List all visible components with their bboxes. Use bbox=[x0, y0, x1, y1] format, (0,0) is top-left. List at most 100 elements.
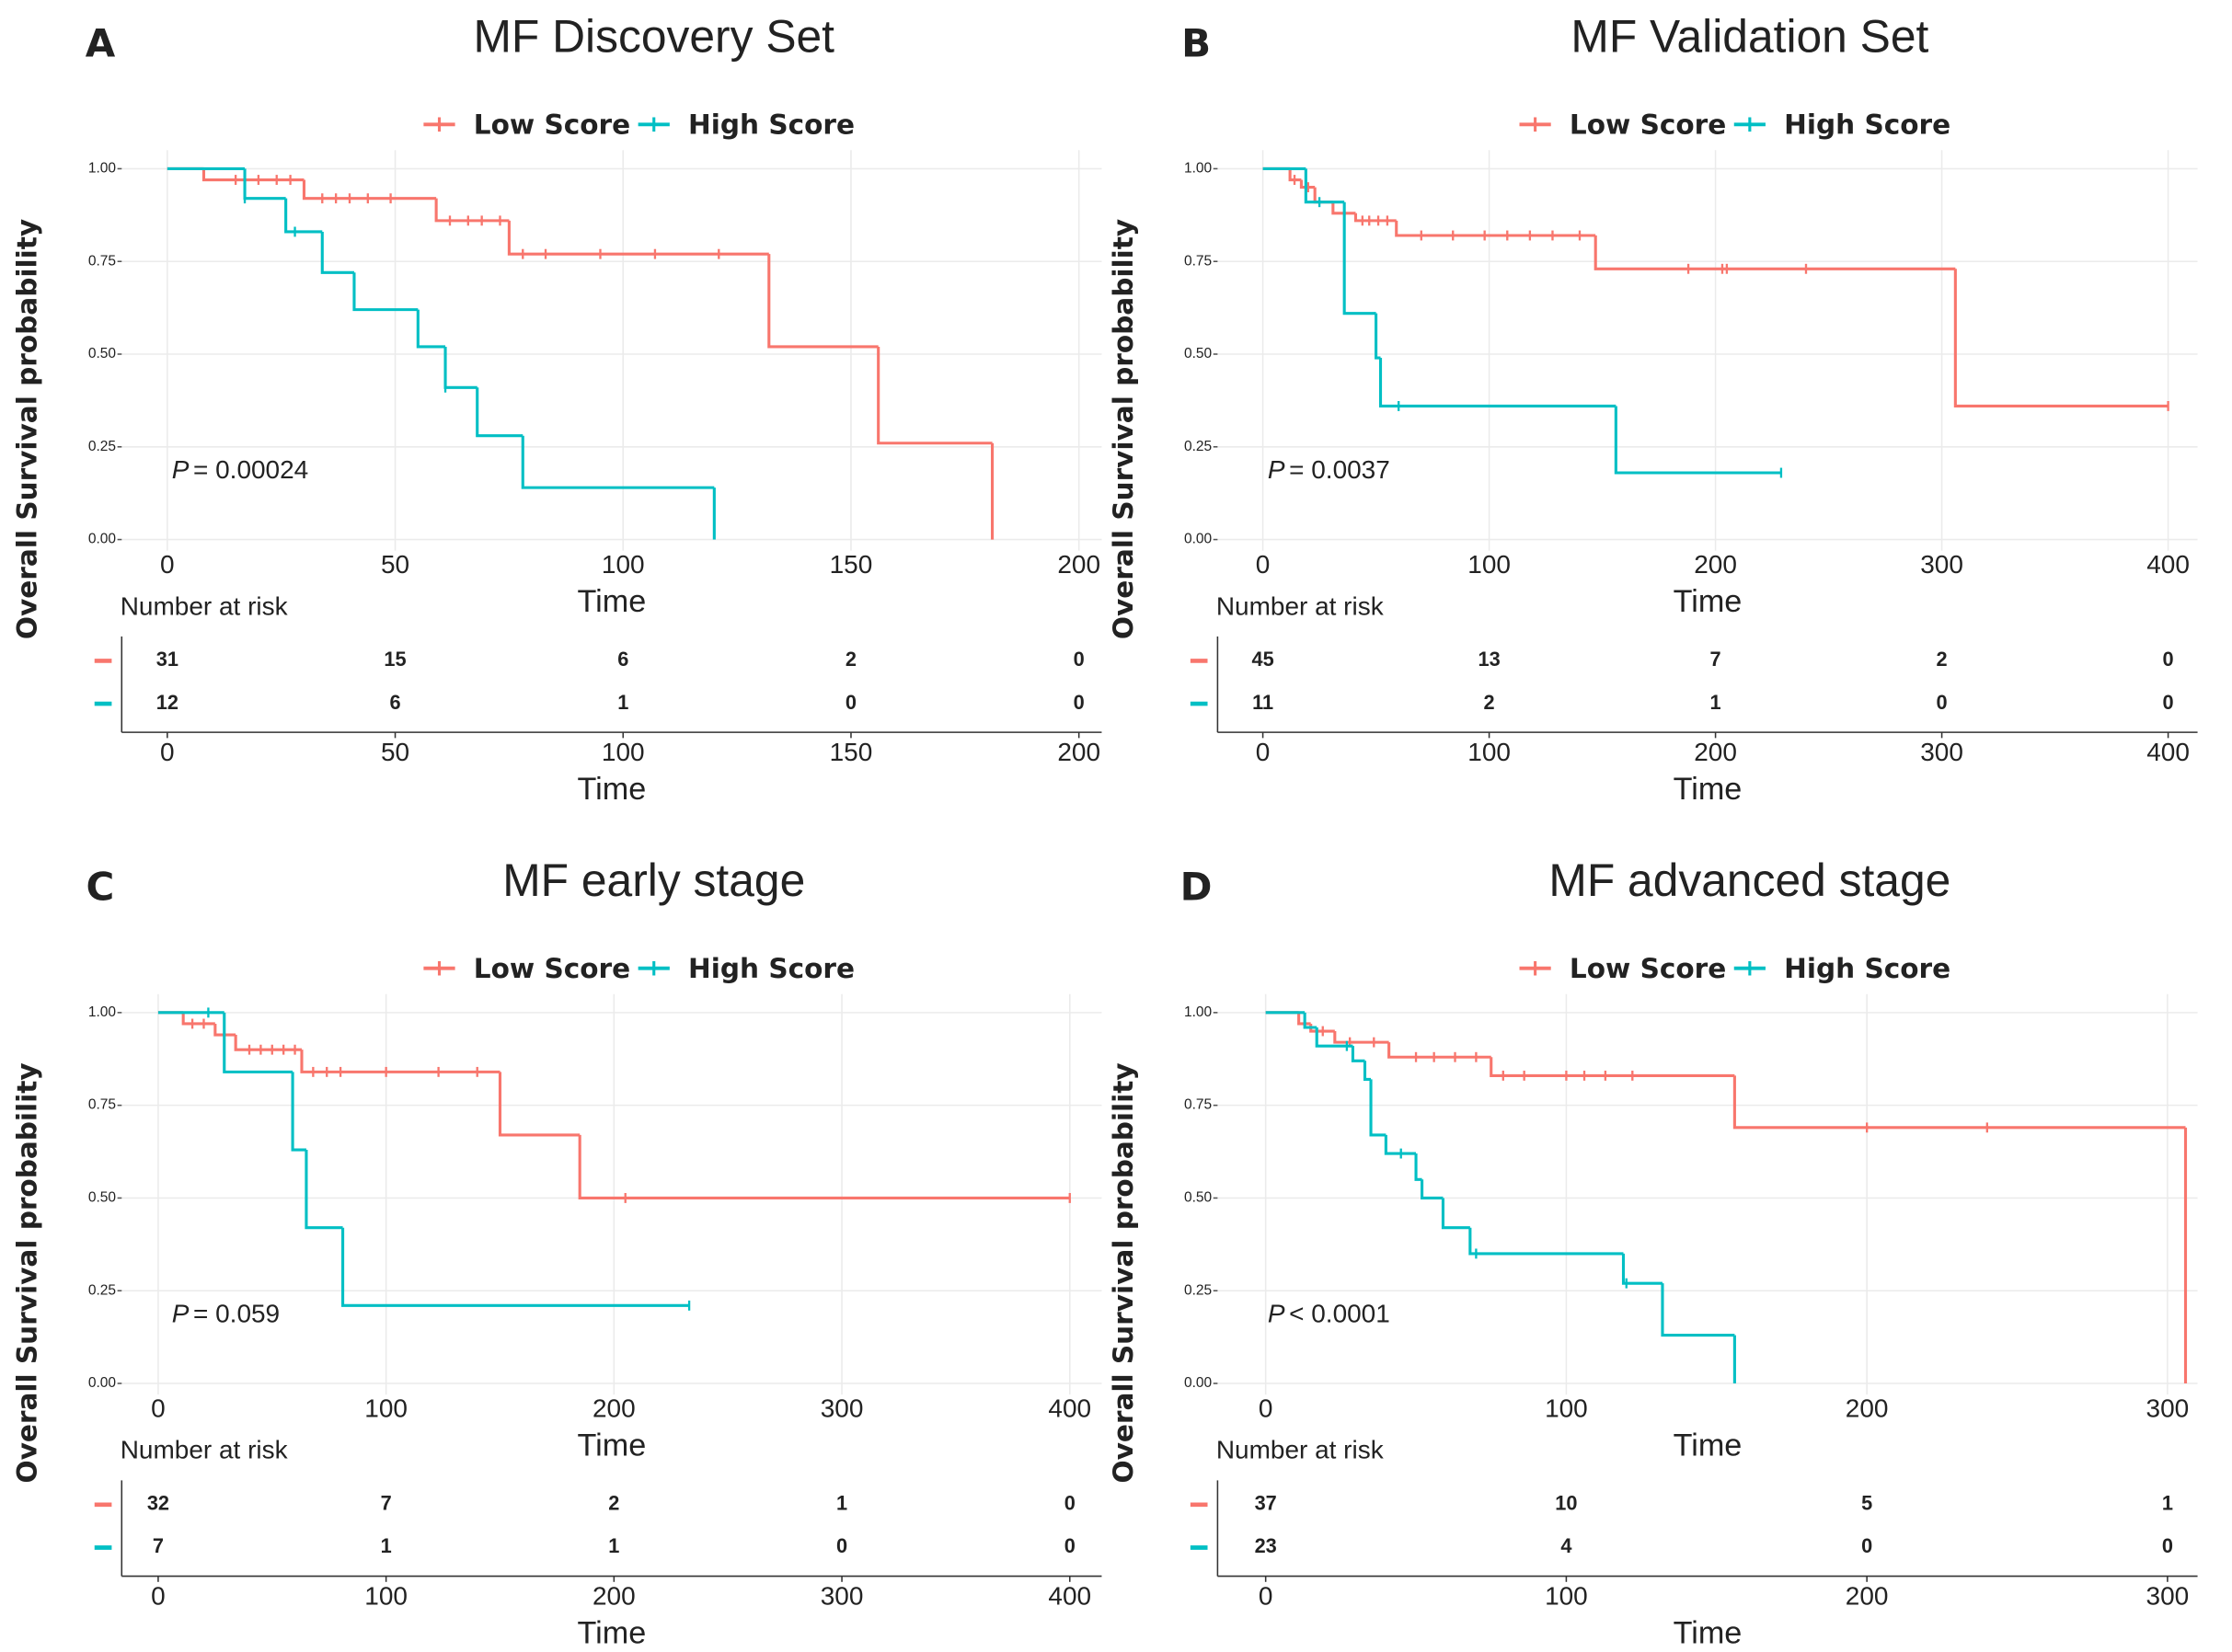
risk-count: 23 bbox=[1255, 1534, 1277, 1557]
survival-step bbox=[1375, 313, 1381, 360]
risk-title: Number at risk bbox=[121, 1436, 289, 1464]
x-tick-label: 100 bbox=[1467, 550, 1511, 579]
chart-title: MF Validation Set bbox=[1570, 11, 1928, 63]
risk-count: 13 bbox=[1478, 648, 1500, 671]
legend-label: Low Score bbox=[1570, 109, 1726, 140]
risk-x-tick-label: 200 bbox=[1694, 738, 1737, 766]
x-axis-label: Time bbox=[1674, 584, 1743, 619]
y-tick-label: 0.50 bbox=[88, 1190, 117, 1206]
x-tick-label: 0 bbox=[1256, 550, 1271, 579]
y-tick-label: 0.25 bbox=[1184, 439, 1212, 454]
survival-step bbox=[1333, 1031, 1389, 1044]
survival-step bbox=[243, 168, 286, 201]
y-tick-label: 0.00 bbox=[1184, 1375, 1213, 1391]
legend-label: High Score bbox=[1784, 109, 1950, 140]
y-axis-label: Overall Survival probability bbox=[1108, 1062, 1139, 1483]
legend-label: High Score bbox=[1784, 953, 1950, 984]
y-tick-label: 1.00 bbox=[1184, 1004, 1213, 1020]
risk-x-tick-label: 300 bbox=[2146, 1581, 2190, 1610]
risk-x-tick-label: 200 bbox=[593, 1581, 636, 1610]
survival-step bbox=[1732, 1075, 2186, 1130]
panel-letter: D bbox=[1180, 865, 1213, 910]
y-tick-label: 0.50 bbox=[1184, 346, 1213, 361]
risk-title: Number at risk bbox=[121, 591, 289, 620]
risk-x-axis-label: Time bbox=[578, 1615, 647, 1650]
y-tick-label: 0.00 bbox=[1184, 532, 1213, 547]
x-tick-label: 150 bbox=[830, 550, 873, 579]
survival-step bbox=[352, 272, 419, 312]
survival-step bbox=[1342, 201, 1376, 315]
y-axis-label: Overall Survival probability bbox=[1108, 219, 1139, 639]
survival-step bbox=[877, 346, 993, 445]
legend-label: Low Score bbox=[474, 953, 630, 984]
risk-count: 0 bbox=[1074, 648, 1085, 671]
p-value: P = 0.059 bbox=[172, 1300, 280, 1328]
x-tick-label: 300 bbox=[1920, 550, 1963, 579]
risk-x-tick-label: 400 bbox=[1048, 1581, 1091, 1610]
p-symbol: P bbox=[172, 456, 190, 485]
survival-step bbox=[434, 198, 510, 223]
risk-x-tick-label: 100 bbox=[1467, 738, 1511, 766]
survival-step bbox=[1441, 1198, 1470, 1230]
survival-step bbox=[1421, 1179, 1444, 1199]
risk-count: 0 bbox=[1064, 1534, 1076, 1557]
risk-x-tick-label: 0 bbox=[151, 1581, 166, 1610]
survival-step bbox=[507, 220, 769, 256]
risk-count: 1 bbox=[617, 691, 628, 714]
y-tick-label: 0.25 bbox=[88, 439, 116, 454]
survival-step bbox=[1468, 1227, 1624, 1256]
risk-count: 1 bbox=[608, 1534, 619, 1557]
survival-step bbox=[1331, 201, 1356, 215]
y-tick-label: 0.75 bbox=[1184, 1097, 1212, 1113]
risk-count: 2 bbox=[1484, 691, 1495, 714]
survival-step bbox=[181, 1012, 215, 1026]
x-tick-label: 200 bbox=[1846, 1394, 1889, 1423]
panel-letter: C bbox=[86, 865, 115, 910]
legend-label: High Score bbox=[688, 109, 855, 140]
survival-step bbox=[1378, 358, 1616, 407]
y-tick-label: 0.25 bbox=[88, 1282, 116, 1298]
risk-count: 7 bbox=[1710, 648, 1721, 671]
survival-step bbox=[1953, 269, 2169, 407]
risk-count: 2 bbox=[846, 648, 857, 671]
y-tick-label: 0.75 bbox=[88, 253, 116, 269]
panel: D MF advanced stage Low Score High Score 0.0… bbox=[1108, 855, 2198, 1650]
x-tick-label: 100 bbox=[602, 550, 645, 579]
panel-letter: B bbox=[1181, 20, 1211, 65]
risk-count: 0 bbox=[1937, 691, 1948, 714]
risk-count: 5 bbox=[1861, 1492, 1872, 1515]
risk-count: 1 bbox=[381, 1534, 392, 1557]
survival-step bbox=[1395, 220, 1596, 237]
x-axis-label: Time bbox=[1674, 1428, 1743, 1463]
risk-count: 1 bbox=[1710, 691, 1721, 714]
risk-count: 31 bbox=[156, 648, 178, 671]
risk-count: 6 bbox=[389, 691, 400, 714]
survival-step bbox=[302, 179, 437, 201]
x-axis-label: Time bbox=[578, 584, 647, 619]
risk-count: 15 bbox=[384, 648, 406, 671]
survival-step bbox=[213, 1023, 236, 1037]
survival-step bbox=[1614, 406, 1781, 475]
survival-step bbox=[476, 387, 523, 438]
survival-step bbox=[416, 309, 446, 349]
y-tick-label: 0.00 bbox=[88, 532, 117, 547]
risk-x-tick-label: 0 bbox=[160, 738, 175, 766]
risk-count: 7 bbox=[381, 1492, 392, 1515]
risk-x-tick-label: 0 bbox=[1259, 1581, 1273, 1610]
survival-step bbox=[291, 1072, 306, 1152]
survival-step bbox=[234, 1035, 302, 1051]
y-tick-label: 0.75 bbox=[88, 1097, 116, 1113]
legend-label: Low Score bbox=[474, 109, 630, 140]
survival-step bbox=[498, 1072, 581, 1137]
p-text: = 0.0037 bbox=[1289, 456, 1390, 485]
survival-step bbox=[1414, 1153, 1422, 1181]
risk-count: 12 bbox=[156, 691, 178, 714]
risk-x-tick-label: 400 bbox=[2146, 738, 2190, 766]
risk-count: 2 bbox=[608, 1492, 619, 1515]
risk-count: 11 bbox=[1252, 691, 1273, 714]
risk-count: 0 bbox=[836, 1534, 847, 1557]
risk-x-tick-label: 200 bbox=[1846, 1581, 1889, 1610]
survival-step bbox=[341, 1227, 690, 1307]
risk-x-tick-label: 100 bbox=[1545, 1581, 1588, 1610]
y-tick-label: 0.50 bbox=[88, 346, 117, 361]
